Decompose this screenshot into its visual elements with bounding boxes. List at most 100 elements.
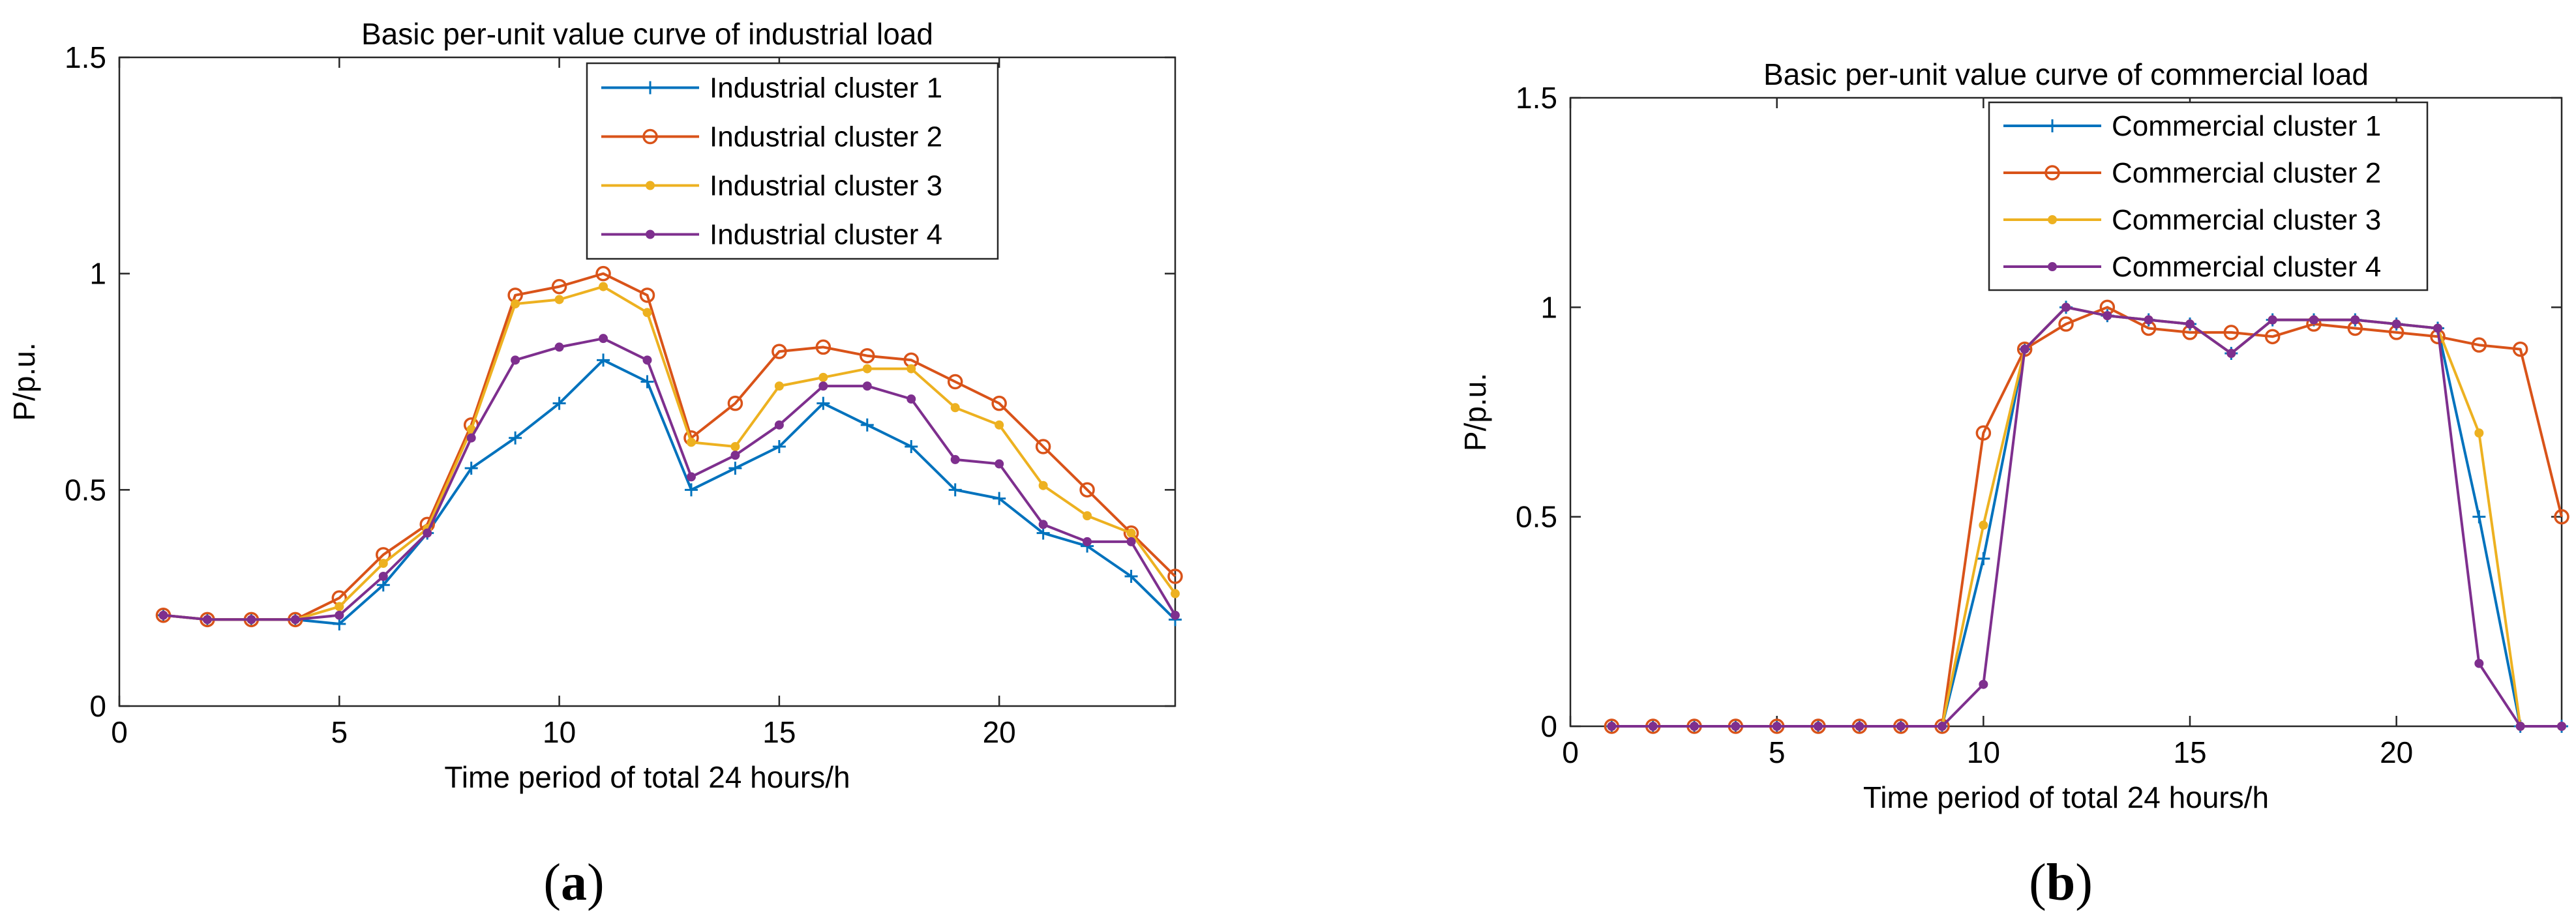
y-tick-label: 1 [1540, 290, 1557, 324]
data-point [2512, 341, 2528, 357]
data-point [2144, 315, 2153, 325]
data-point [599, 282, 608, 291]
data-point [2103, 311, 2112, 321]
data-point [1979, 679, 1988, 689]
data-point [2472, 510, 2486, 524]
data-point [464, 462, 478, 475]
data-point [2557, 722, 2566, 731]
data-point [554, 295, 564, 304]
data-point [684, 483, 698, 497]
data-point [642, 308, 652, 318]
y-tick-label: 1.5 [65, 40, 106, 74]
data-point [2471, 337, 2487, 353]
data-point [906, 364, 916, 374]
data-point [1977, 552, 1990, 565]
data-point [818, 381, 828, 391]
x-tick-label: 10 [1967, 735, 2000, 769]
data-point [1083, 511, 1092, 521]
data-point [730, 451, 740, 460]
data-point [815, 339, 831, 355]
data-point [1896, 722, 1906, 731]
data-point [862, 381, 872, 391]
data-point [993, 492, 1006, 505]
data-point [1038, 520, 1048, 529]
legend-box [1988, 101, 2429, 291]
data-point [1731, 722, 1741, 731]
data-point [730, 442, 740, 451]
data-point [2223, 325, 2239, 340]
legend-item: Commercial cluster 3 [2003, 204, 2381, 236]
data-point [862, 364, 872, 374]
data-point [2391, 319, 2401, 329]
legend-label: Commercial cluster 3 [2112, 204, 2381, 236]
legend-marker [2044, 165, 2060, 181]
legend-item: Industrial cluster 1 [601, 72, 942, 104]
legend-item: Commercial cluster 2 [2003, 157, 2381, 189]
chart-panel-1: Basic per-unit value curve of industrial… [7, 17, 1183, 911]
data-point [2474, 428, 2484, 438]
data-point [2226, 349, 2236, 359]
data-point [1124, 570, 1138, 583]
y-tick-label: 1.5 [1516, 81, 1557, 115]
data-point [1171, 589, 1180, 598]
data-point [2309, 315, 2318, 325]
legend-label: Industrial cluster 1 [710, 72, 942, 104]
data-point [2515, 722, 2525, 731]
legend-box [586, 62, 999, 260]
data-point [947, 374, 963, 390]
data-point [1855, 722, 1865, 731]
data-point [860, 347, 875, 364]
x-tick-label: 15 [2173, 735, 2206, 769]
data-point [466, 433, 476, 443]
data-point [423, 528, 432, 538]
data-point [774, 381, 784, 391]
chart-title: Basic per-unit value curve of commercial… [1763, 57, 2369, 91]
data-point [860, 418, 874, 432]
panel-label-close: ) [587, 854, 605, 911]
x-tick-label: 0 [111, 715, 128, 749]
data-point [905, 440, 918, 453]
data-point [1167, 569, 1183, 584]
data-point [1648, 722, 1658, 731]
legend: Commercial cluster 1 Commercial cluster 2… [1988, 101, 2429, 291]
y-tick-label: 0.5 [65, 473, 106, 507]
data-point [686, 437, 696, 447]
legend-marker [644, 81, 657, 95]
data-point [906, 394, 916, 404]
data-point [950, 403, 960, 413]
legend-item: Commercial cluster 1 [2003, 110, 2381, 142]
x-tick-label: 5 [1769, 735, 1786, 769]
x-tick-label: 5 [331, 715, 348, 749]
data-point [2061, 303, 2071, 312]
data-point [816, 396, 830, 410]
data-point [1814, 722, 1823, 731]
x-tick-label: 20 [2380, 735, 2413, 769]
legend: Industrial cluster 1 Industrial cluster 2… [586, 62, 999, 260]
y-tick-label: 0.5 [1516, 500, 1557, 534]
series-line [163, 337, 1176, 621]
data-point [597, 353, 610, 367]
series-line [1611, 306, 2562, 728]
data-point [1772, 722, 1782, 731]
data-point [995, 459, 1004, 469]
legend-marker [646, 181, 655, 190]
series-3 [158, 282, 1180, 625]
data-point [1083, 537, 1092, 546]
data-point [642, 355, 652, 365]
data-point [335, 602, 344, 612]
data-point [378, 559, 388, 569]
data-point [991, 395, 1007, 411]
data-point [511, 355, 520, 365]
data-point [1126, 528, 1136, 538]
data-point [640, 375, 654, 389]
panel-label-letter: b [2046, 854, 2076, 911]
data-point [686, 472, 696, 482]
legend-marker [2048, 262, 2057, 271]
legend-marker [642, 128, 658, 145]
legend-label: Commercial cluster 4 [2112, 251, 2381, 283]
series-line [163, 285, 1176, 621]
data-point [728, 462, 742, 475]
legend-item: Industrial cluster 2 [601, 121, 942, 153]
data-point [1126, 537, 1136, 546]
data-point [1979, 520, 1988, 530]
